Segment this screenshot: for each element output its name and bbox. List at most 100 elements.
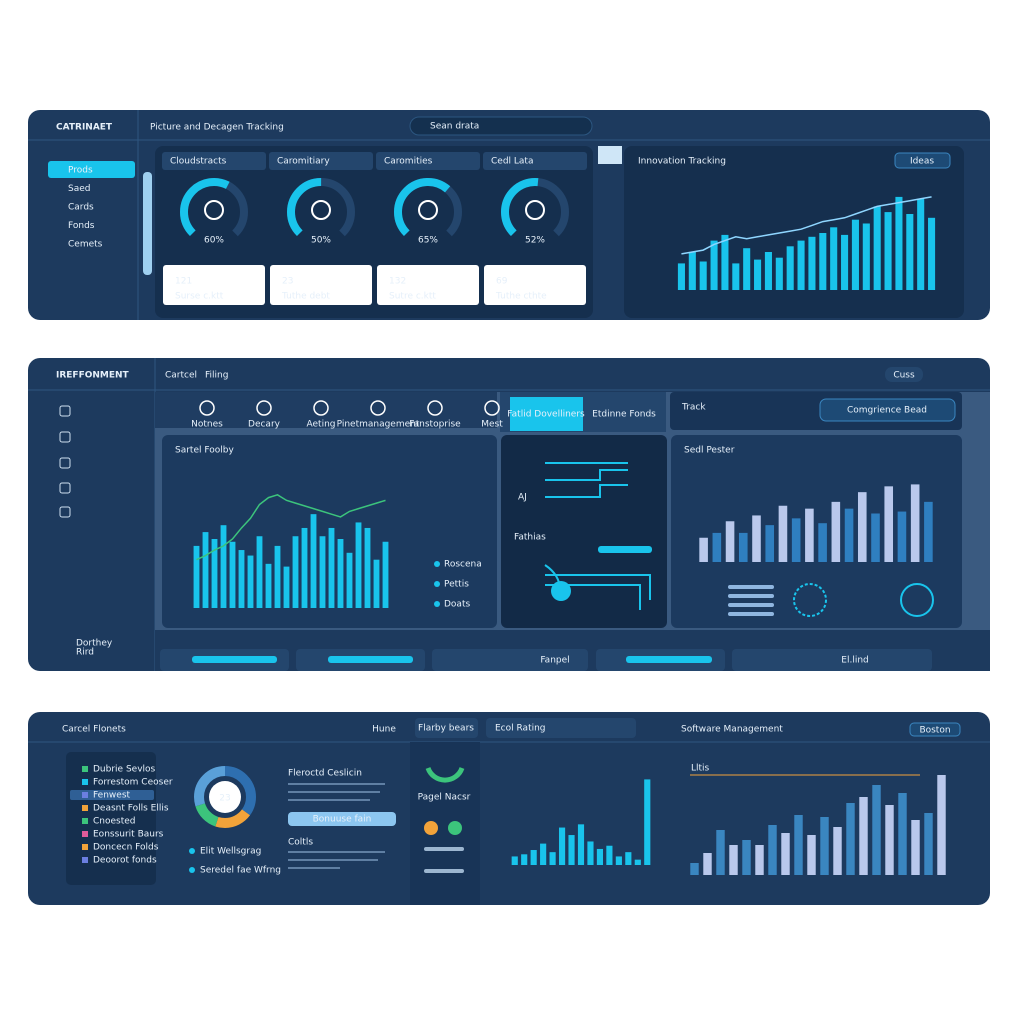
- legend-dot: [434, 561, 440, 567]
- toolbar-icon[interactable]: [370, 400, 386, 416]
- list-box: [66, 752, 156, 885]
- list-dot: [82, 844, 88, 850]
- list-active[interactable]: [70, 790, 154, 800]
- dial: [900, 583, 934, 617]
- kpi-value: 121: [175, 277, 192, 287]
- toolbar-icon[interactable]: [427, 400, 443, 416]
- tab: Cartcel: [165, 371, 197, 381]
- bar: [797, 240, 805, 290]
- bar: [884, 212, 892, 290]
- donut-segment: [194, 766, 256, 828]
- button[interactable]: [909, 722, 961, 737]
- bar: [688, 252, 696, 290]
- list-bar: [728, 585, 774, 589]
- toggle-label: Etdinne Fonds: [592, 410, 656, 420]
- bar: [818, 523, 827, 562]
- kpi-caption: Surse c.ktt: [175, 292, 224, 302]
- sidebar-icon[interactable]: [59, 405, 71, 417]
- search-box[interactable]: [409, 116, 593, 136]
- nav-active[interactable]: [48, 161, 135, 178]
- card-tab[interactable]: [376, 152, 480, 170]
- toggle-active[interactable]: [510, 397, 583, 431]
- bar: [781, 833, 790, 875]
- button-label: Boston: [919, 726, 950, 736]
- bar: [791, 518, 801, 562]
- bar: [634, 859, 641, 865]
- bar: [577, 824, 585, 865]
- flow-label: Fathias: [514, 533, 546, 543]
- track-button[interactable]: [819, 398, 956, 422]
- bar: [373, 559, 380, 608]
- bar: [775, 257, 783, 290]
- card-tab[interactable]: [269, 152, 373, 170]
- tab: Ecol Rating: [495, 724, 546, 734]
- gauge-label: 52%: [525, 236, 545, 246]
- bar: [699, 261, 707, 290]
- sidebar-icon[interactable]: [59, 482, 71, 494]
- sidebar-footer: Rird: [76, 648, 94, 658]
- kpi-value: 69: [496, 277, 508, 287]
- sidebar-icon[interactable]: [59, 457, 71, 469]
- card-tab-label: Caromities: [384, 157, 433, 167]
- line-label: Lltis: [691, 764, 710, 774]
- card-tab[interactable]: [483, 152, 587, 170]
- sidebar-icon[interactable]: [59, 506, 71, 518]
- bar: [301, 527, 308, 608]
- chart-button[interactable]: [894, 152, 951, 169]
- bar: [738, 532, 748, 562]
- toolbar-icon[interactable]: [313, 400, 329, 416]
- article-lines: [288, 783, 385, 869]
- bar: [729, 845, 738, 875]
- bar: [830, 227, 838, 290]
- bar: [884, 486, 894, 562]
- gauge-icon: [311, 200, 331, 220]
- track-title: Track: [681, 403, 706, 413]
- toolbar-icon[interactable]: [484, 400, 500, 416]
- track-button-label: Comgrience Bead: [847, 406, 927, 416]
- sidebar-icon[interactable]: [59, 431, 71, 443]
- list-dot: [82, 857, 88, 863]
- list-dot: [82, 831, 88, 837]
- bar: [558, 827, 566, 865]
- bar: [833, 827, 842, 875]
- nav-item: Fonds: [68, 221, 95, 231]
- toolbar-icon[interactable]: [256, 400, 272, 416]
- bar: [229, 541, 236, 608]
- bar: [851, 219, 859, 290]
- bar: [699, 537, 708, 562]
- chart-title: Sartel Foolby: [175, 446, 234, 456]
- bar: [615, 856, 622, 865]
- list-dot: [82, 792, 88, 798]
- tab[interactable]: [415, 718, 478, 738]
- card-tab[interactable]: [162, 152, 266, 170]
- bar: [911, 820, 920, 875]
- bar: [606, 845, 613, 865]
- bar: [841, 234, 849, 290]
- mini-label: Pagel Nacsr: [418, 793, 471, 803]
- dropdown[interactable]: [486, 718, 636, 738]
- bar: [862, 223, 870, 290]
- list-item: Dubrie Sevlos: [93, 765, 156, 775]
- chart-title: Software Management: [681, 725, 783, 735]
- flow-card: [501, 435, 667, 628]
- scrollbar: [143, 172, 152, 275]
- bar: [871, 513, 880, 562]
- list-item: Cnoested: [93, 817, 136, 827]
- tab: Filing: [205, 371, 228, 381]
- legend-dot: [434, 601, 440, 607]
- article-heading: Fleroctd Ceslicin: [288, 769, 362, 779]
- card-tab-label: Caromitiary: [277, 157, 330, 167]
- gauge-label: 60%: [204, 236, 224, 246]
- value-card: [163, 265, 265, 305]
- note: Seredel fae Wfrng: [200, 866, 281, 876]
- hint: Hune: [372, 725, 396, 735]
- brand: CATRINAET: [56, 123, 113, 133]
- toolbar-icon[interactable]: [199, 400, 215, 416]
- chart-title: Innovation Tracking: [638, 157, 726, 167]
- dot: [448, 821, 462, 835]
- list-item: Eonssurit Baurs: [93, 830, 164, 840]
- article-button[interactable]: [288, 812, 396, 826]
- account-pill[interactable]: [885, 367, 923, 382]
- bar: [778, 505, 788, 562]
- bar: [820, 817, 829, 875]
